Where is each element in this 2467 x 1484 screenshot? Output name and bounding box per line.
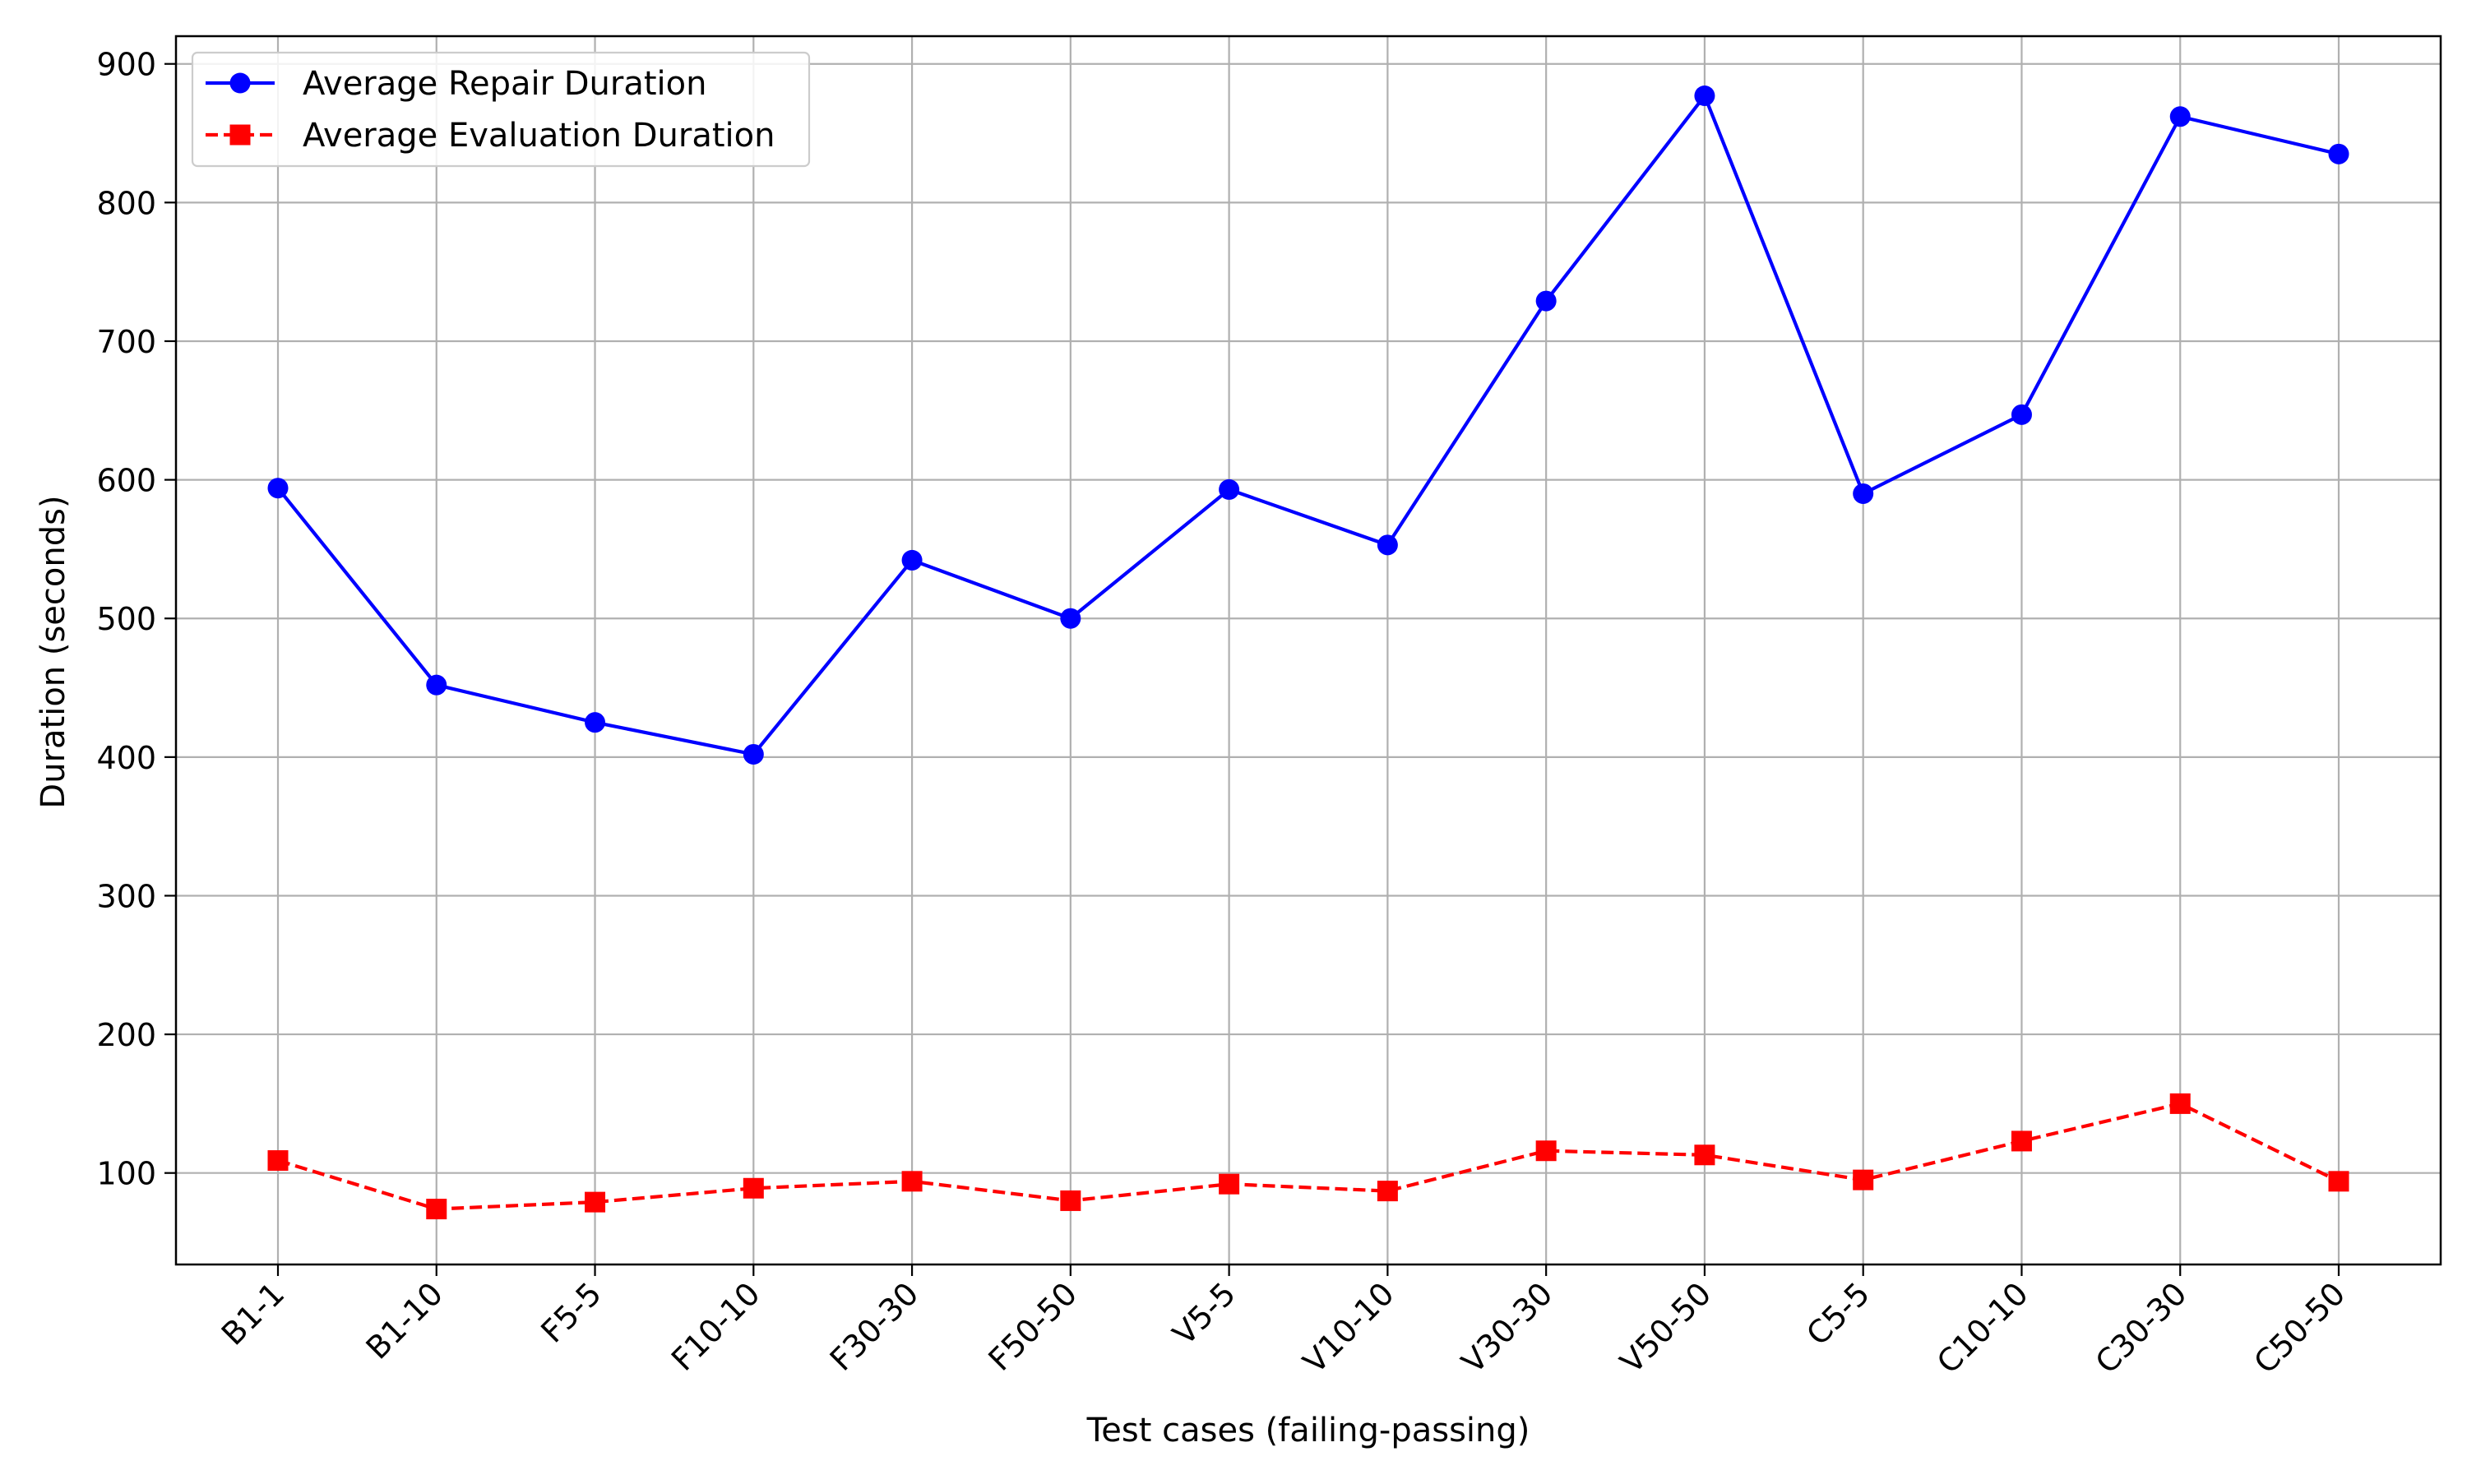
data-point [1535, 1140, 1557, 1162]
legend-label: Average Repair Duration [303, 65, 706, 103]
data-point [1219, 478, 1240, 500]
series-1 [267, 86, 2349, 765]
legend-box [191, 51, 811, 168]
series-layer [267, 86, 2349, 1220]
data-point [743, 1177, 764, 1199]
data-point [426, 674, 447, 696]
y-tick-label: 300 [96, 878, 156, 914]
data-point [1853, 1169, 1874, 1190]
y-axis: 100 200 300 400 500 600 700 800 900 [96, 47, 176, 1192]
series-line [276, 94, 2340, 756]
data-point [1219, 1173, 1240, 1195]
data-point [901, 549, 923, 571]
legend-label: Average Evaluation Duration [303, 117, 775, 155]
y-tick-label: 100 [96, 1156, 156, 1192]
data-point [2328, 143, 2349, 164]
y-tick-label: 600 [96, 463, 156, 499]
data-point [2011, 1130, 2032, 1152]
data-point [426, 1199, 447, 1220]
data-point [1377, 1181, 1398, 1202]
series-2 [267, 1093, 2349, 1220]
data-point [267, 478, 289, 499]
data-point [585, 1191, 606, 1213]
y-tick-label: 800 [96, 185, 156, 221]
y-tick-label: 500 [96, 601, 156, 637]
y-tick-label: 200 [96, 1017, 156, 1053]
plot-frame [174, 35, 2442, 1266]
data-point [901, 1171, 923, 1192]
data-point [1694, 1144, 1715, 1166]
data-point [2328, 1171, 2349, 1192]
series-line [277, 1102, 2340, 1211]
data-point [1060, 1190, 1081, 1211]
data-point [1853, 483, 1874, 504]
data-point [2011, 404, 2032, 425]
legend-marker [229, 72, 251, 94]
data-point [1535, 290, 1557, 312]
legend: Average Repair Duration Average Evaluatio… [191, 51, 811, 168]
data-point [585, 712, 606, 733]
data-point [1694, 86, 1715, 107]
data-point [267, 1150, 289, 1172]
y-tick-label: 700 [96, 324, 156, 360]
data-point [2169, 106, 2191, 127]
data-point [743, 743, 764, 765]
x-axis-label: Test cases (failing-passing) [1086, 1412, 1530, 1449]
y-tick-label: 900 [96, 47, 156, 83]
data-point [1377, 534, 1398, 556]
data-point [2169, 1093, 2191, 1114]
legend-marker [229, 124, 251, 146]
y-axis-label: Duration (seconds) [35, 495, 72, 808]
data-point [1060, 608, 1081, 629]
grid [176, 36, 2441, 1264]
y-tick-label: 400 [96, 740, 156, 776]
